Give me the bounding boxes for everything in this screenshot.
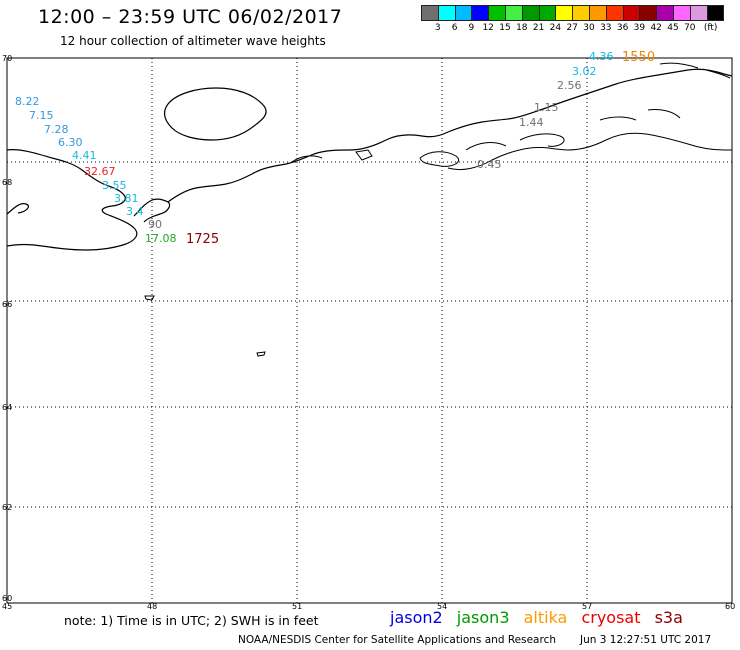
lon-label-48: 48 (147, 602, 157, 611)
wave-value: 3.81 (114, 192, 139, 205)
lon-label-54: 54 (437, 602, 447, 611)
wave-value: 3.4 (126, 205, 144, 218)
wave-value: 32.67 (84, 165, 116, 178)
color-scale-tick: (ft) (703, 23, 718, 33)
wave-value: 4.41 (72, 149, 97, 162)
color-scale-tick: 70 (684, 23, 696, 33)
color-scale-tick: 36 (616, 23, 629, 33)
legend-cryosat: cryosat (581, 608, 641, 627)
wave-value: 0.45 (477, 158, 502, 171)
wave-value: 90 (148, 218, 162, 231)
color-scale-tick: 3 (434, 23, 441, 33)
lat-label-68: 68 (2, 178, 12, 187)
color-scale-tick: 33 (600, 23, 612, 33)
map-subtitle: 12 hour collection of altimeter wave hei… (60, 34, 326, 48)
coastline-east-shoreline (447, 132, 732, 171)
lon-label-51: 51 (292, 602, 302, 611)
coastline-east (167, 68, 733, 203)
map-frame (6, 57, 733, 604)
color-scale-tick: 42 (650, 23, 662, 33)
generated-timestamp: Jun 3 12:27:51 UTC 2017 (580, 634, 712, 646)
lon-label-60: 60 (725, 602, 735, 611)
graticule (7, 58, 732, 603)
color-scale-labels: 3 6 9 12 15 18 21 24 27 30 33 36 39 42 45 70 (ft) (421, 23, 740, 35)
credit-line: NOAA/NESDIS Center for Satellite Applica… (238, 634, 556, 646)
map-title: 12:00 – 23:59 UTC 06/02/2017 (38, 6, 343, 28)
coastline-west (6, 149, 138, 251)
island-north (163, 87, 267, 141)
color-scale-tick: 45 (667, 23, 679, 33)
color-scale-tick: 30 (583, 23, 595, 33)
legend-altika: altika (523, 608, 568, 627)
color-swatch (706, 5, 725, 21)
color-scale-tick: 6 (451, 23, 458, 33)
wave-value: 6.30 (58, 136, 83, 149)
islet-2 (256, 351, 266, 357)
lat-label-70: 70 (2, 54, 12, 63)
pass-time-label: 1725 (186, 232, 219, 247)
wave-value: 1.44 (519, 116, 544, 129)
wave-value: 8.22 (15, 95, 40, 108)
color-scale-tick: 18 (516, 23, 528, 33)
legend-s3a: s3a (654, 608, 683, 627)
lat-label-60: 60 (2, 594, 12, 603)
lat-label-64: 64 (2, 403, 12, 412)
color-scale-tick: 9 (468, 23, 475, 33)
islet-1 (144, 295, 155, 301)
legend-jason2: jason2 (390, 608, 443, 627)
wave-value: 2.56 (557, 79, 582, 92)
wave-value: 7.28 (44, 123, 69, 136)
wave-value: 17.08 (145, 232, 177, 245)
color-scale-tick: 21 (532, 23, 545, 33)
color-scale-tick: 27 (566, 23, 578, 33)
lon-label-57: 57 (582, 602, 592, 611)
wave-value: 7.15 (29, 109, 54, 122)
lat-label-62: 62 (2, 503, 12, 512)
color-scale-tick: 39 (633, 23, 646, 33)
color-scale-bar (421, 5, 725, 21)
lat-label-66: 66 (2, 300, 12, 309)
wave-value: 3.55 (102, 179, 127, 192)
legend-jason3: jason3 (456, 608, 510, 627)
color-scale-tick: 24 (549, 23, 562, 33)
lon-label-45: 45 (2, 602, 12, 611)
wave-value: 4.36 (589, 50, 614, 63)
color-scale-tick: 15 (499, 23, 511, 33)
pass-time-label: 1550 (622, 50, 655, 65)
coastline-east-islands (291, 62, 731, 167)
wave-value: 1.15 (534, 101, 559, 114)
wave-value: 3.02 (572, 65, 597, 78)
satellite-legend: jason2 jason3 altika cryosat s3a (390, 608, 692, 627)
color-scale-tick: 12 (482, 23, 494, 33)
coastline-west-inlet (6, 203, 30, 215)
units-note: note: 1) Time is in UTC; 2) SWH is in fe… (64, 613, 319, 628)
